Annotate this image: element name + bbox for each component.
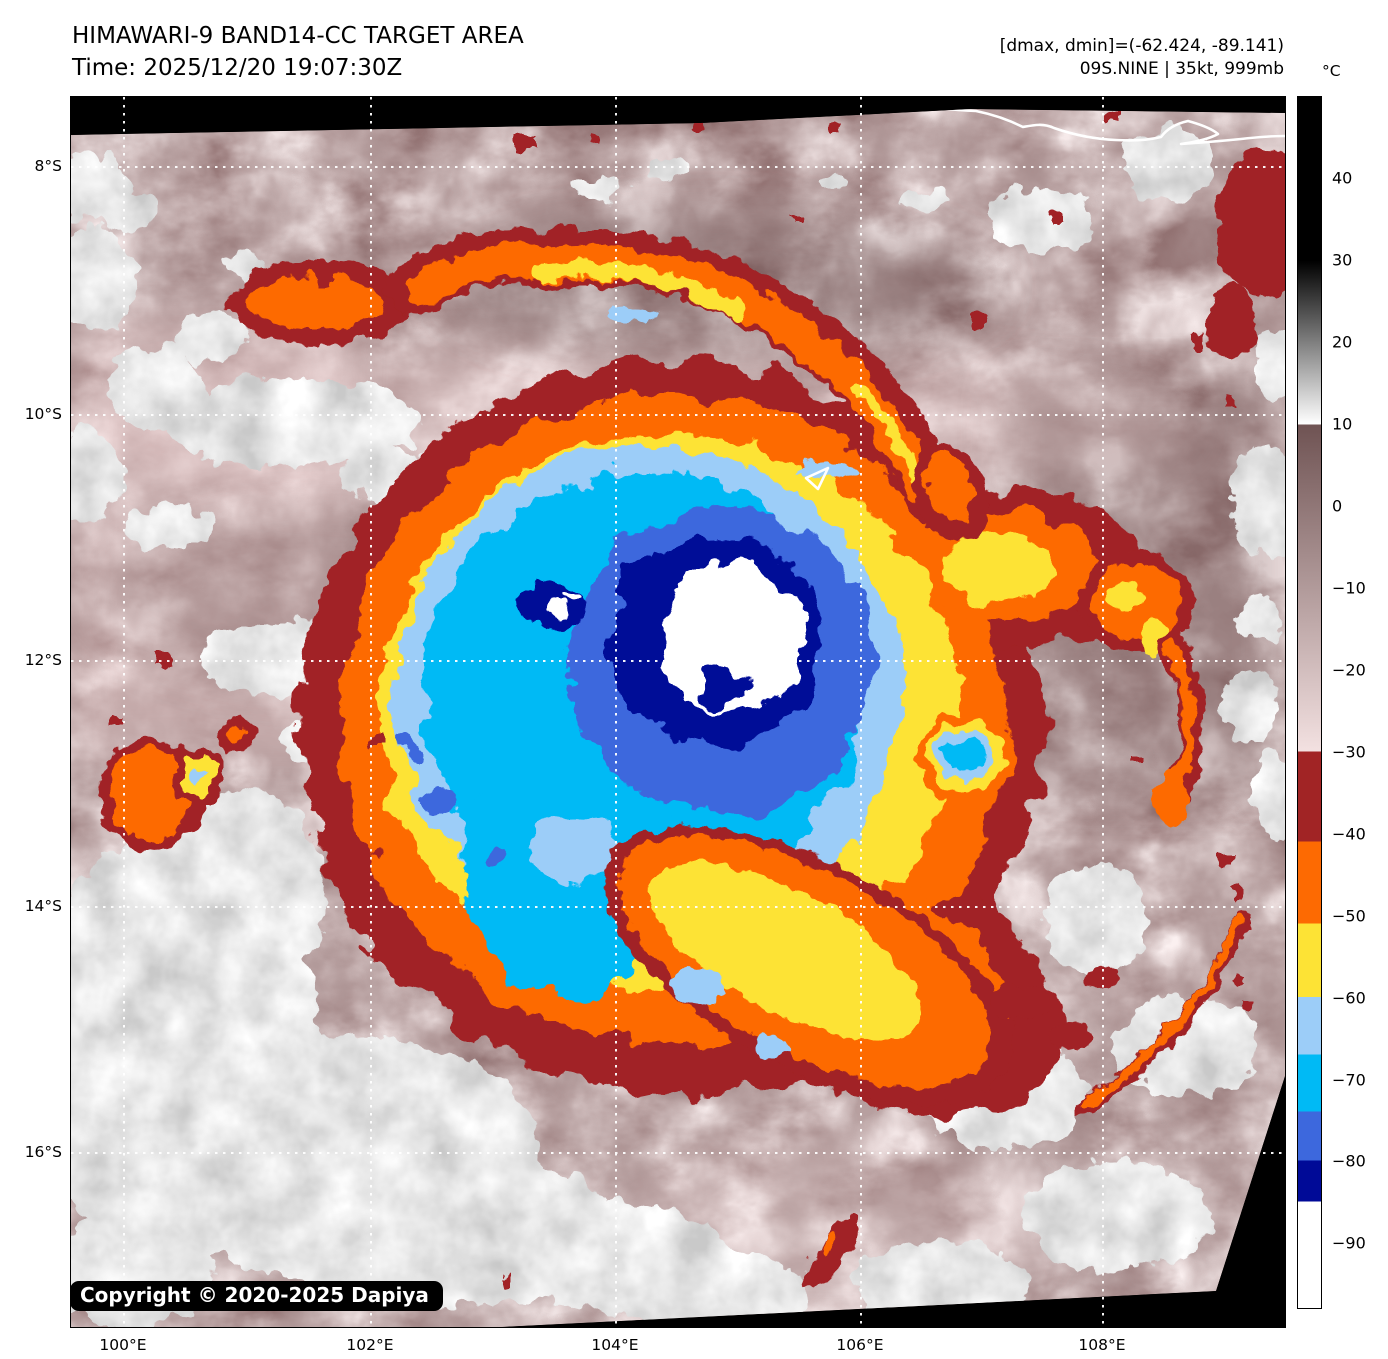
colorbar-tick-label: −30	[1332, 742, 1366, 762]
colorbar-tick-label: 10	[1332, 414, 1353, 434]
page-title: HIMAWARI-9 BAND14-CC TARGET AREA	[72, 23, 524, 49]
colorbar-tick-label: 30	[1332, 250, 1353, 270]
colorbar-tick-label: −10	[1332, 578, 1366, 598]
map-plot-area	[70, 96, 1286, 1328]
latitude-tick-label: 14°S	[24, 897, 62, 915]
colorbar-tick-label: −60	[1332, 988, 1366, 1008]
colorbar-tick-label: 20	[1332, 332, 1353, 352]
west-cells	[99, 718, 257, 851]
latitude-tick-label: 16°S	[24, 1143, 62, 1161]
latitude-tick-label: 10°S	[24, 405, 62, 423]
storm-center-marker	[804, 466, 830, 491]
longitude-tick-label: 108°E	[1078, 1336, 1126, 1354]
temperature-colorbar	[1297, 96, 1322, 1309]
colorbar-tick-label: 0	[1332, 496, 1343, 516]
colorbar-tick-label: −20	[1332, 660, 1366, 680]
east-arc-features	[916, 147, 1285, 1117]
north-convective-band	[229, 227, 988, 543]
graticule-grid	[71, 97, 1285, 1327]
storm-id-annotation: 09S.NINE | 35kt, 999mb	[1079, 59, 1284, 79]
colorbar-tick-label: 40	[1332, 168, 1353, 188]
coastline	[904, 109, 1285, 146]
colorbar-tick-label: −50	[1332, 906, 1366, 926]
colorbar-tick-label: −80	[1332, 1151, 1366, 1171]
timestamp: Time: 2025/12/20 19:07:30Z	[72, 55, 403, 81]
dmax-dmin-annotation: [dmax, dmin]=(-62.424, -89.141)	[999, 36, 1284, 56]
copyright-badge: Copyright © 2020-2025 Dapiya	[70, 1281, 443, 1311]
longitude-tick-label: 100°E	[99, 1336, 147, 1354]
satellite-image	[71, 97, 1285, 1327]
longitude-tick-label: 102°E	[346, 1336, 394, 1354]
latitude-tick-label: 12°S	[24, 651, 62, 669]
colorbar-unit-label: °C	[1322, 62, 1341, 80]
colorbar-tick-label: −90	[1332, 1233, 1366, 1253]
colorbar-tick-label: −70	[1332, 1070, 1366, 1089]
longitude-tick-label: 106°E	[836, 1336, 884, 1354]
colorbar-tick-label: −40	[1332, 824, 1366, 844]
latitude-tick-label: 8°S	[34, 157, 62, 175]
south-convective-band	[603, 825, 1117, 1290]
longitude-tick-label: 104°E	[591, 1336, 639, 1354]
